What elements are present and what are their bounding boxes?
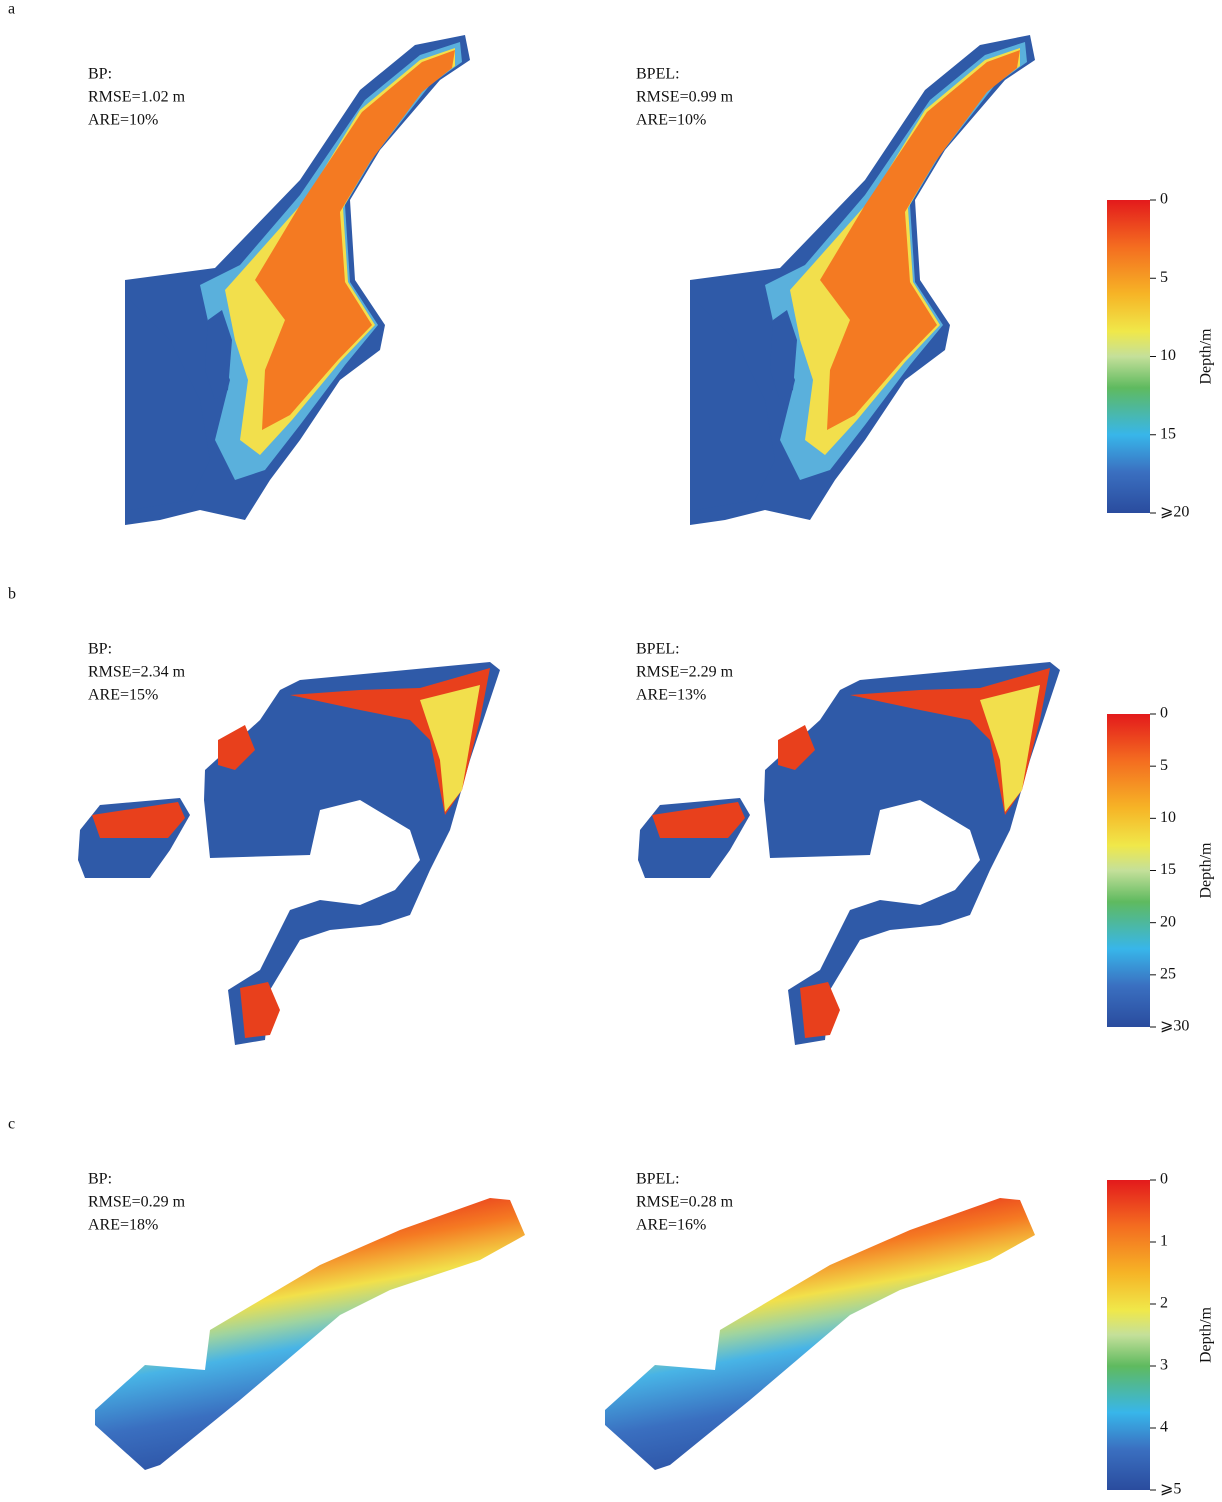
- are: ARE=18%: [88, 1217, 158, 1234]
- map-region: [764, 662, 1060, 1045]
- are: ARE=16%: [636, 1217, 706, 1234]
- tick-label: 0: [1160, 1171, 1168, 1188]
- panel-label: b: [8, 586, 16, 603]
- are: ARE=15%: [88, 687, 158, 704]
- map-region: [420, 685, 480, 812]
- tick-label: 5: [1160, 757, 1168, 774]
- map-region: [204, 662, 500, 1045]
- map: [95, 1198, 525, 1470]
- rmse: RMSE=0.29 m: [88, 1194, 186, 1211]
- tick-label: 3: [1160, 1357, 1168, 1374]
- tick-label: 2: [1160, 1295, 1168, 1312]
- tick-label: 10: [1160, 347, 1176, 364]
- map-region: [652, 802, 745, 838]
- colorbar: [1107, 714, 1150, 1027]
- map-region: [92, 802, 185, 838]
- tick-label: 15: [1160, 425, 1176, 442]
- tick-label: 4: [1160, 1419, 1168, 1436]
- tick-label: ⩾20: [1160, 504, 1189, 521]
- map-region: [770, 310, 797, 400]
- map-region: [240, 982, 280, 1038]
- colorbar: [1107, 1180, 1150, 1490]
- model-name: BPEL:: [636, 66, 680, 83]
- map: [78, 662, 500, 1045]
- tick-label: ⩾5: [1160, 1481, 1181, 1497]
- are: ARE=10%: [88, 112, 158, 129]
- map-region: [695, 300, 775, 510]
- model-name: BPEL:: [636, 641, 680, 658]
- rmse: RMSE=0.28 m: [636, 1194, 734, 1211]
- tick-label: 5: [1160, 269, 1168, 286]
- tick-label: 20: [1160, 913, 1176, 930]
- map: [638, 662, 1060, 1045]
- rmse: RMSE=2.34 m: [88, 664, 186, 681]
- map: [605, 1198, 1035, 1470]
- map-region: [130, 300, 210, 510]
- tick-label: ⩾30: [1160, 1018, 1189, 1035]
- model-name: BP:: [88, 1171, 112, 1188]
- are: ARE=13%: [636, 687, 706, 704]
- tick-label: 1: [1160, 1233, 1168, 1250]
- rmse: RMSE=0.99 m: [636, 89, 734, 106]
- map: [690, 35, 1035, 525]
- tick-label: 0: [1160, 705, 1168, 722]
- are: ARE=10%: [636, 112, 706, 129]
- colorbar-title: Depth/m: [1198, 842, 1215, 899]
- tick-label: 10: [1160, 809, 1176, 826]
- colorbar-title: Depth/m: [1198, 1306, 1215, 1363]
- rmse: RMSE=2.29 m: [636, 664, 734, 681]
- map-region: [205, 310, 232, 400]
- panel-label: a: [8, 1, 15, 18]
- map: [125, 35, 470, 525]
- rmse: RMSE=1.02 m: [88, 89, 186, 106]
- tick-label: 0: [1160, 191, 1168, 208]
- tick-label: 15: [1160, 861, 1176, 878]
- model-name: BPEL:: [636, 1171, 680, 1188]
- map-region: [605, 1198, 1035, 1470]
- map-region: [95, 1198, 525, 1470]
- map-region: [800, 982, 840, 1038]
- map-region: [820, 50, 1020, 430]
- colorbar-title: Depth/m: [1198, 328, 1215, 385]
- model-name: BP:: [88, 641, 112, 658]
- panel-label: c: [8, 1116, 15, 1133]
- map-region: [980, 685, 1040, 812]
- model-name: BP:: [88, 66, 112, 83]
- tick-label: 25: [1160, 966, 1176, 983]
- map-region: [255, 50, 455, 430]
- map-region: [218, 725, 255, 770]
- map-region: [778, 725, 815, 770]
- colorbar: [1107, 200, 1150, 513]
